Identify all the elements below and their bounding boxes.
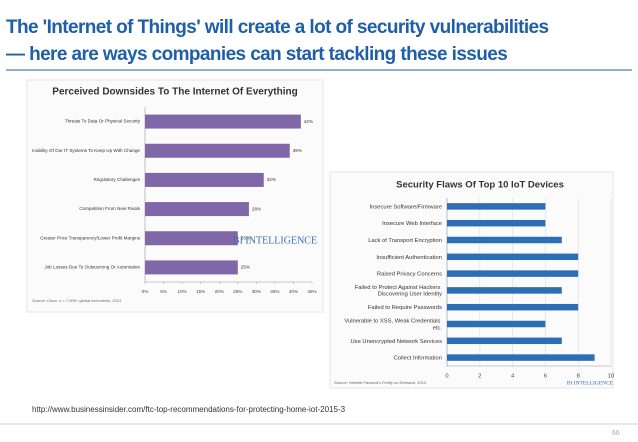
category-label: Threats To Data Or Physical Security	[65, 119, 141, 124]
x-tick-label: 25%	[233, 289, 242, 294]
category-label: Competition From New Rivals	[79, 206, 140, 211]
watermark: BI INTELLIGENCE	[233, 235, 317, 246]
bar	[447, 270, 579, 277]
bar	[145, 172, 264, 187]
x-tick-label: 10	[608, 374, 614, 380]
x-tick-label: 40%	[289, 289, 298, 294]
value-label: 32%	[267, 177, 276, 182]
chart-title: Security Flaws Of Top 10 IoT Devices	[396, 180, 564, 191]
category-label: Regulatory Challenges	[94, 177, 141, 182]
x-tick-label: 0	[445, 374, 448, 380]
x-tick-label: 4	[511, 374, 515, 380]
x-tick-label: 5%	[160, 289, 167, 294]
bar	[447, 203, 546, 210]
bar	[447, 236, 562, 244]
bar	[145, 202, 249, 217]
x-tick-label: 30%	[252, 289, 261, 294]
bar	[145, 231, 238, 246]
slide-title: The 'Internet of Things' will create a l…	[6, 17, 548, 38]
x-tick-label: 8	[577, 374, 580, 380]
x-tick-label: 45%	[307, 289, 316, 294]
category-label: Lack of Transport Encryption	[368, 238, 442, 244]
value-label: 28%	[252, 206, 261, 211]
watermark: BI INTELLIGENCE	[567, 380, 614, 386]
x-tick-label: 6	[544, 374, 547, 380]
x-tick-label: 10%	[178, 289, 187, 294]
bar	[145, 143, 290, 158]
bar	[447, 337, 562, 345]
value-label: 25%	[241, 265, 250, 270]
category-label: Job Losses Due To Outsourcing Or Automat…	[44, 265, 140, 270]
category-label: Failed to Protect Against Hackers Discov…	[355, 285, 442, 298]
source-url: http://www.businessinsider.com/ftc-top-r…	[32, 405, 346, 414]
category-label: Insecure Web Interface	[382, 221, 442, 227]
bar	[447, 253, 579, 261]
bar	[447, 354, 595, 361]
category-label: Collect Information	[394, 355, 442, 361]
bar	[447, 287, 562, 294]
chart-title: Perceived Downsides To The Internet Of E…	[52, 87, 297, 98]
bar	[145, 114, 301, 129]
value-label: 39%	[293, 148, 302, 153]
x-tick-label: 20%	[215, 289, 224, 294]
x-tick-label: 2	[478, 374, 481, 380]
x-tick-label: 0%	[142, 289, 149, 294]
source-note: Source: Hewlett Packard's Fortify on Dem…	[334, 380, 427, 385]
bar	[447, 303, 579, 311]
value-label: 42%	[304, 119, 313, 124]
value-label: 25%	[241, 235, 250, 240]
category-label: Vulnerable to XSS, Weak Credentials etc.	[344, 318, 442, 331]
category-label: Raised Privacy Concerns	[377, 271, 442, 277]
slide-subtitle: — here are ways companies can start tack…	[6, 44, 507, 65]
bar	[447, 320, 546, 328]
category-label: Insecure Software/Firmware	[370, 204, 442, 210]
x-tick-label: 35%	[270, 289, 279, 294]
category-label: Insufficient Authentication	[376, 254, 442, 260]
category-label: Failed to Require Passwords	[368, 305, 442, 311]
bar	[145, 260, 238, 275]
category-label: Use Unencrypted Network Services	[351, 338, 443, 344]
category-label: Inability Of Our IT Systems To Keep Up W…	[32, 148, 140, 153]
page-number: 66	[612, 430, 620, 437]
bar	[447, 219, 546, 227]
source-note: Source: Cisco, n = 7,000+ global executi…	[32, 298, 122, 303]
x-tick-label: 15%	[196, 289, 205, 294]
category-label: Greater Price Transparency/Lower Profit …	[40, 235, 141, 240]
